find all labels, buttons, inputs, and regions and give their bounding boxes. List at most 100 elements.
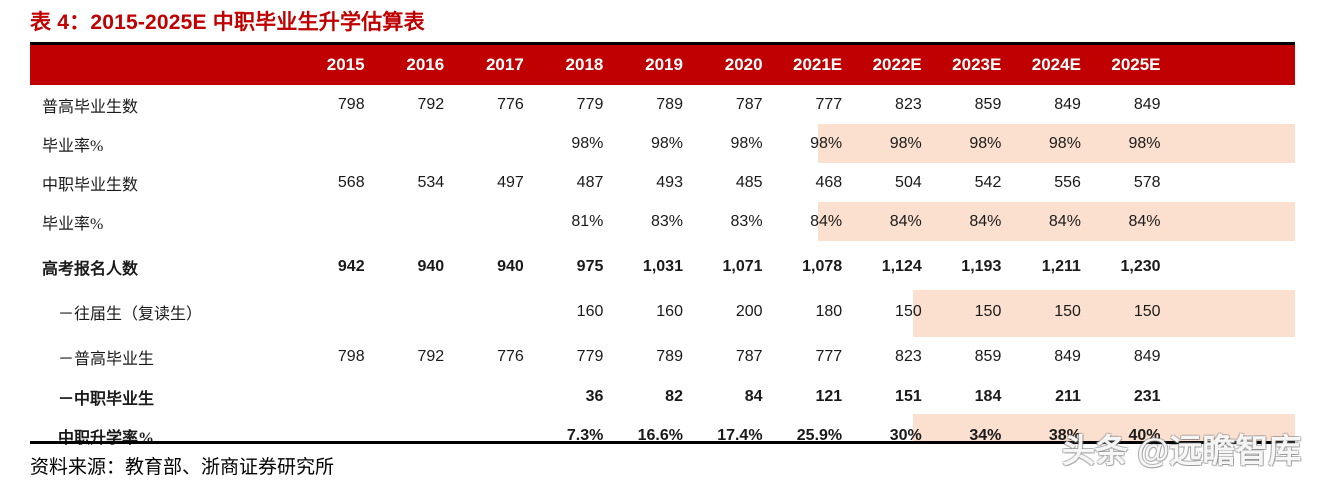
- table-cell: 777: [815, 347, 843, 365]
- table-cell: 779: [576, 347, 604, 365]
- table-cell: 777: [815, 95, 843, 113]
- highlight-band-repeat-students: [913, 290, 1295, 337]
- table-cell: 568: [337, 173, 365, 191]
- row-label: 中职毕业生数: [42, 176, 139, 194]
- row-label: －往届生（复读生）: [58, 305, 203, 323]
- table-cell: 823: [895, 95, 922, 113]
- column-header-2023e: 2023E: [952, 55, 1002, 74]
- table-cell: 7.3%: [566, 426, 604, 444]
- table-cell: 849: [1054, 95, 1081, 113]
- table-cell: 36: [585, 387, 604, 405]
- table-top-rule: [30, 42, 1295, 45]
- table-cell: 504: [895, 173, 922, 191]
- table-cell: 84%: [889, 212, 922, 230]
- table-cell: 975: [576, 257, 604, 275]
- table-cell: 150: [895, 302, 922, 320]
- table-cell: 792: [417, 95, 445, 113]
- table-cell: 776: [497, 95, 524, 113]
- table-cell: 1,211: [1041, 257, 1081, 275]
- table-cell: 1,230: [1120, 257, 1161, 275]
- highlight-band-graduation-rate-2: [818, 202, 1295, 241]
- table-cell: 16.6%: [637, 426, 683, 444]
- table-cell: 98%: [889, 134, 922, 152]
- table-cell: 150: [1133, 302, 1161, 320]
- table-cell: 98%: [969, 134, 1002, 152]
- table-cell: 493: [656, 173, 683, 191]
- highlight-band-graduation-rate-1: [818, 124, 1295, 163]
- table-row: 中职升学率% 7.3% 16.6% 17.4% 25.9% 30% 34% 38…: [30, 416, 1295, 455]
- table-header-row: 2015 2016 2017 2018 2019 2020 2021E 2022…: [30, 45, 1295, 85]
- table-cell: 30%: [889, 426, 922, 444]
- table-cell: 859: [974, 347, 1002, 365]
- column-header-2016: 2016: [406, 55, 445, 74]
- table-cell: 231: [1133, 387, 1161, 405]
- table-cell: 485: [735, 173, 763, 191]
- table-cell: 798: [337, 95, 365, 113]
- column-header-2025e: 2025E: [1111, 55, 1161, 74]
- table-cell: 180: [815, 302, 843, 320]
- table-cell: 17.4%: [717, 426, 763, 444]
- table-cell: 779: [576, 95, 604, 113]
- column-header-2015: 2015: [326, 55, 365, 74]
- table-cell: 497: [497, 173, 524, 191]
- table-cell: 1,078: [802, 257, 843, 275]
- table-cell: 942: [337, 257, 365, 275]
- table-cell: 84%: [810, 212, 843, 230]
- table-row: －往届生（复读生） 160 160 200 180 150 150 150 15…: [30, 292, 1295, 331]
- table-cell: 200: [735, 302, 763, 320]
- table-cell: 578: [1133, 173, 1161, 191]
- table-cell: 211: [1055, 387, 1081, 405]
- column-header-2021e: 2021E: [792, 55, 843, 74]
- table-cell: 798: [337, 347, 365, 365]
- table-cell: 789: [656, 347, 683, 365]
- table-cell: 940: [417, 257, 445, 275]
- table-cell: 98%: [1128, 134, 1161, 152]
- table-cell: 160: [656, 302, 683, 320]
- table-cell: 98%: [730, 134, 763, 152]
- column-header-2024e: 2024E: [1031, 55, 1081, 74]
- table-cell: 792: [417, 347, 445, 365]
- table-row: －中职毕业生 36 82 84 121 151 184 211 231: [30, 377, 1295, 416]
- table-cell: 789: [656, 95, 683, 113]
- table-cell: 1,071: [722, 257, 763, 275]
- table-cell: 151: [895, 387, 922, 405]
- table-cell: 787: [735, 347, 763, 365]
- table-cell: 823: [895, 347, 922, 365]
- table-row: 中职毕业生数 568 534 497 487 493 485 468 504 5…: [30, 163, 1295, 202]
- table-cell: 84: [744, 387, 763, 405]
- column-header-2017: 2017: [485, 55, 524, 74]
- table-cell: 150: [974, 302, 1002, 320]
- table-cell: 150: [1054, 302, 1081, 320]
- table-cell: 98%: [571, 134, 604, 152]
- table-cell: 81%: [571, 212, 604, 230]
- table-cell: 40%: [1128, 426, 1161, 444]
- table-cell: 98%: [810, 134, 843, 152]
- table-cell: 940: [497, 257, 524, 275]
- table-cell: 98%: [1048, 134, 1081, 152]
- row-label: 毕业率%: [42, 137, 104, 155]
- table-row: 毕业率% 98% 98% 98% 98% 98% 98% 98% 98%: [30, 124, 1295, 163]
- row-label: 普高毕业生数: [42, 98, 139, 116]
- highlight-band-progression-rate: [913, 414, 1295, 441]
- page-title: 表 4：2015-2025E 中职毕业生升学估算表: [30, 11, 425, 34]
- table-cell: 859: [974, 95, 1002, 113]
- table-bottom-rule: [30, 441, 1295, 444]
- table-cell: 25.9%: [796, 426, 843, 444]
- header-cells: 2015 2016 2017 2018 2019 2020 2021E 2022…: [30, 45, 1295, 85]
- table-cell: 98%: [650, 134, 683, 152]
- table-cell: 121: [815, 387, 843, 405]
- table-row: －普高毕业生 798 792 776 779 789 787 777 823 8…: [30, 337, 1295, 376]
- column-header-2019: 2019: [645, 55, 683, 74]
- table-cell: 160: [576, 302, 604, 320]
- table-cell: 83%: [730, 212, 763, 230]
- table-cell: 849: [1054, 347, 1081, 365]
- table-cell: 1,193: [961, 257, 1002, 275]
- table-cell: 38%: [1048, 426, 1081, 444]
- row-label: －普高毕业生: [58, 350, 155, 368]
- table-row: 普高毕业生数 798 792 776 779 789 787 777 823 8…: [30, 85, 1295, 124]
- table-row: 毕业率% 81% 83% 83% 84% 84% 84% 84% 84%: [30, 202, 1295, 241]
- table-cell: 556: [1054, 173, 1081, 191]
- table-cell: 84%: [1048, 212, 1081, 230]
- row-label: －中职毕业生: [58, 390, 155, 408]
- table-cell: 468: [815, 173, 843, 191]
